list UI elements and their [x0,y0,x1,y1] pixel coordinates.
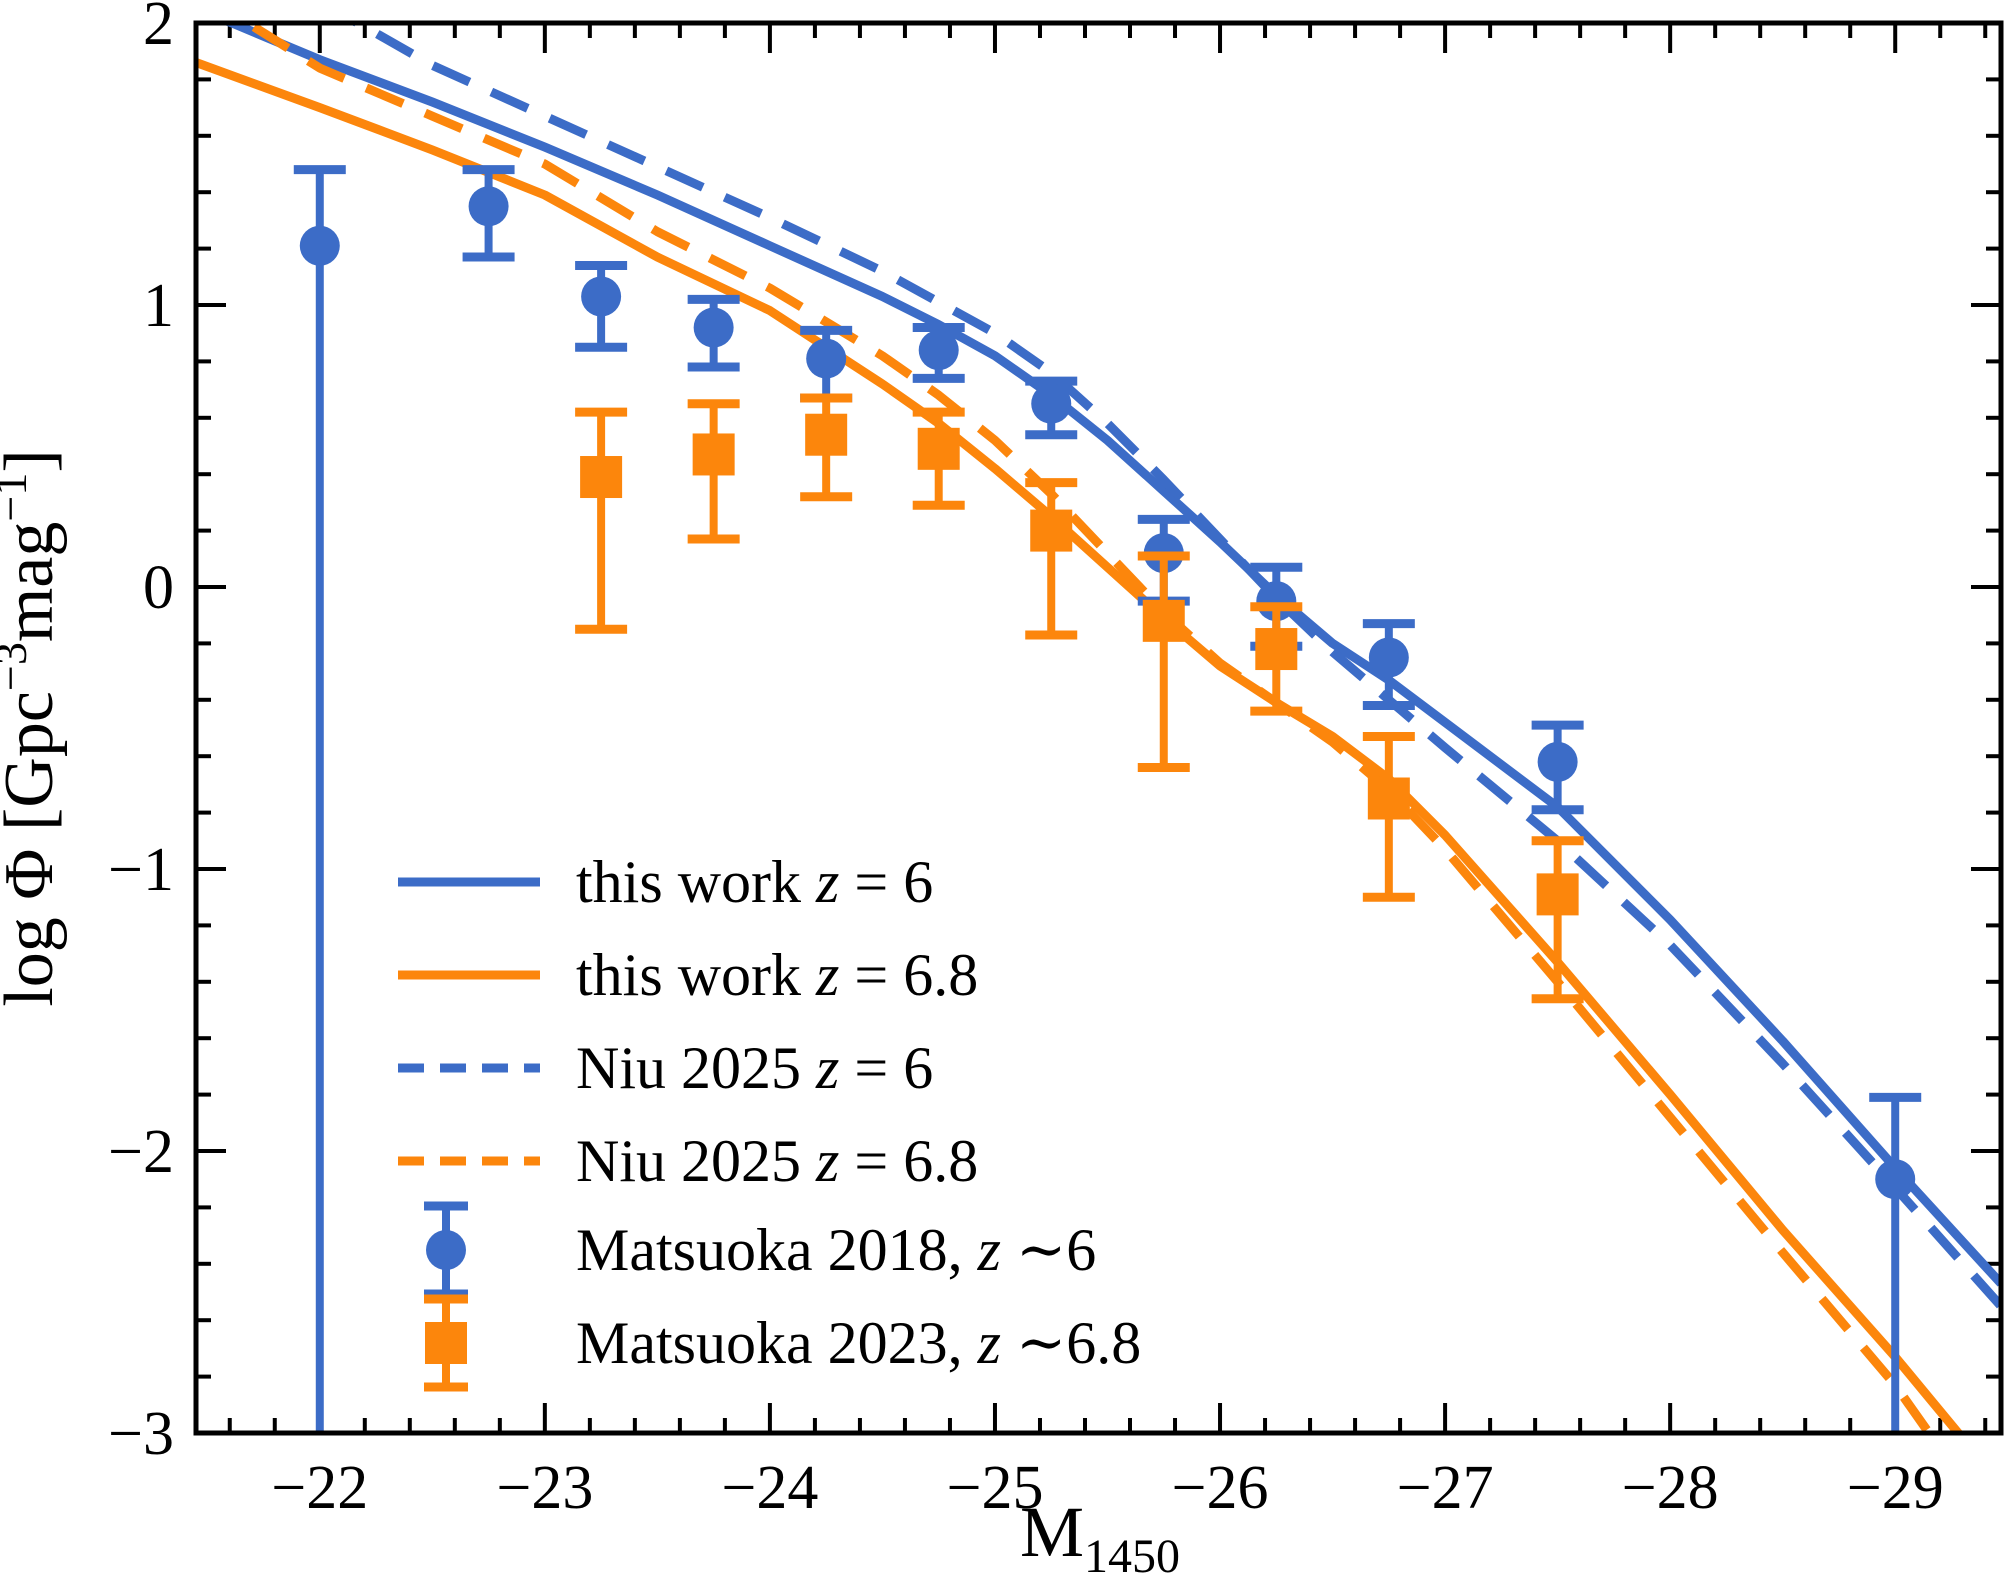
marker-circle [1368,637,1409,678]
legend-entry-2: Niu 2025 z = 6 [398,1035,933,1101]
x-tick-label: −23 [496,1454,593,1522]
legend-entry-5: Matsuoka 2023, z ∼6.8 [424,1294,1141,1392]
marker-square [1142,599,1185,642]
marker-circle [1537,741,1578,782]
legend-label: Niu 2025 z = 6.8 [576,1128,978,1194]
x-axis-label: M1450 [1020,1492,1180,1580]
legend-label: Matsuoka 2023, z ∼6.8 [576,1310,1141,1376]
legend-label: Matsuoka 2018, z ∼6 [576,1217,1096,1283]
plot-frame [193,20,2004,1436]
legend-label: this work z = 6 [576,849,933,915]
marker-circle [918,330,959,371]
y-tick-label: 2 [143,0,174,58]
data-point-matsuoka-2018-z6 [462,165,515,262]
legend-label: Niu 2025 z = 6 [576,1035,933,1101]
legend-marker-square [425,1322,467,1364]
x-tick-labels: −22 −23 −24 −25 −26 −27 −28 −29 [271,1454,1943,1522]
x-tick-label: −27 [1397,1454,1494,1522]
x-tick-label: −25 [946,1454,1043,1522]
data-point-matsuoka-2023-z68 [1250,602,1303,716]
y-tick-label: 0 [143,554,174,622]
data-point-matsuoka-2018-z6 [1025,376,1078,440]
curve-this-work-z6 [219,23,2001,1287]
marker-square [1030,509,1073,552]
x-tick-label: −24 [721,1454,818,1522]
data-point-matsuoka-2023-z68 [687,399,740,544]
marker-circle [1031,383,1072,424]
legend: this work z = 6 this work z = 6.8 Niu 2025… [398,849,1141,1392]
data-point-matsuoka-2018-z6 [293,165,346,1433]
marker-circle [693,307,734,348]
data-point-matsuoka-2018-z6 [575,261,628,352]
x-tick-label: −29 [1847,1454,1944,1522]
y-tick-label: 1 [143,272,174,340]
data-point-matsuoka-2023-z68 [1362,731,1415,902]
x-tick-label: −26 [1172,1454,1269,1522]
x-tick-label: −28 [1622,1454,1719,1522]
legend-entry-0: this work z = 6 [398,849,933,915]
data-point-matsuoka-2018-z6 [912,323,965,383]
legend-marker-circle [426,1230,466,1270]
data-point-matsuoka-2023-z68 [1531,836,1584,1004]
marker-circle [468,186,509,227]
marker-square [1255,628,1298,671]
marker-circle [299,225,340,266]
y-tick-label: −3 [108,1400,174,1468]
marker-square [805,413,848,456]
curve-niu-2025-z68 [236,23,1935,1433]
x-tick-label: −22 [271,1454,368,1522]
marker-circle [581,276,622,317]
y-tick-labels: 2 1 0 −1 −2 −3 [108,0,174,1468]
legend-entry-3: Niu 2025 z = 6.8 [398,1128,978,1194]
y-axis-label: log Φ [Gpc−3mag−1] [0,449,68,1006]
legend-label: this work z = 6.8 [576,942,978,1008]
marker-circle [1875,1159,1916,1200]
data-point-matsuoka-2023-z68 [1025,478,1078,640]
scatter-matsuoka-2023-z68 [575,393,1584,1004]
data-point-matsuoka-2018-z6 [1531,720,1584,815]
marker-circle [806,338,847,379]
marker-square [580,456,623,499]
data-point-matsuoka-2018-z6 [687,294,740,372]
legend-entry-4: Matsuoka 2018, z ∼6 [424,1201,1096,1299]
marker-square [1536,873,1579,916]
data-point-matsuoka-2018-z6 [1869,1092,1922,1433]
legend-entry-1: this work z = 6.8 [398,942,978,1008]
y-tick-label: −2 [108,1118,174,1186]
y-tick-label: −1 [108,836,174,904]
data-point-matsuoka-2018-z6 [1362,619,1415,710]
data-point-matsuoka-2023-z68 [800,393,853,502]
data-point-matsuoka-2023-z68 [912,407,965,510]
marker-square [1367,777,1410,820]
data-point-matsuoka-2023-z68 [1137,551,1190,772]
curve-niu-2025-z6 [346,23,2001,1310]
marker-square [692,433,735,476]
data-point-matsuoka-2023-z68 [575,407,628,634]
marker-square [917,427,960,470]
